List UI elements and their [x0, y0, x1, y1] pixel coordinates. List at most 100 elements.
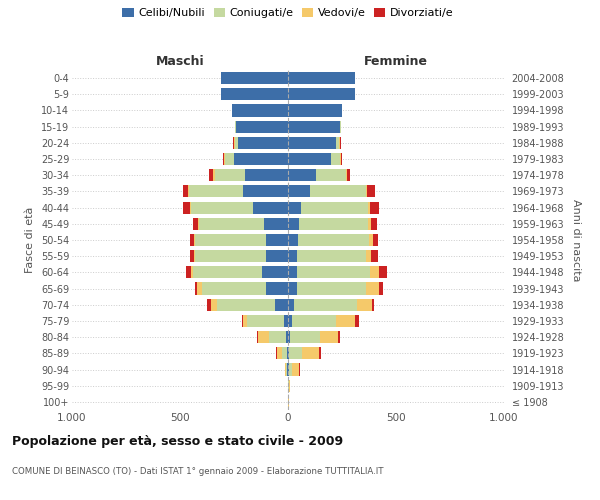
Bar — [234, 153, 288, 165]
Bar — [370, 266, 379, 278]
Bar — [301, 202, 368, 213]
Bar — [288, 120, 340, 132]
Bar — [310, 186, 366, 198]
Bar — [183, 202, 190, 213]
Bar — [242, 186, 288, 198]
Bar — [257, 331, 258, 343]
Bar — [245, 169, 288, 181]
Bar — [299, 218, 368, 230]
Bar — [217, 298, 275, 311]
Bar — [316, 169, 346, 181]
Bar — [193, 218, 199, 230]
Bar — [373, 234, 377, 246]
Bar — [299, 364, 300, 376]
Bar — [296, 250, 366, 262]
Bar — [253, 202, 288, 213]
Bar — [346, 169, 347, 181]
Bar — [372, 298, 374, 311]
Bar — [193, 266, 262, 278]
Bar — [236, 120, 288, 132]
Bar — [286, 364, 287, 376]
Bar — [285, 364, 286, 376]
Bar — [195, 250, 266, 262]
Bar — [214, 169, 215, 181]
Bar — [191, 202, 253, 213]
Bar — [288, 266, 296, 278]
Bar — [289, 348, 302, 360]
Bar — [235, 137, 238, 149]
Bar — [289, 380, 290, 392]
Bar — [357, 298, 372, 311]
Bar — [379, 266, 388, 278]
Bar — [288, 169, 316, 181]
Bar — [371, 218, 377, 230]
Bar — [288, 153, 331, 165]
Bar — [371, 250, 377, 262]
Bar — [188, 186, 242, 198]
Bar — [242, 315, 247, 327]
Bar — [207, 298, 211, 311]
Bar — [234, 137, 235, 149]
Bar — [288, 137, 335, 149]
Bar — [266, 234, 288, 246]
Bar — [194, 250, 195, 262]
Bar — [276, 348, 277, 360]
Bar — [287, 348, 288, 360]
Bar — [232, 104, 288, 117]
Text: Femmine: Femmine — [364, 54, 428, 68]
Bar — [335, 315, 355, 327]
Bar — [379, 282, 383, 294]
Bar — [195, 234, 266, 246]
Bar — [190, 202, 191, 213]
Bar — [319, 348, 322, 360]
Bar — [340, 153, 341, 165]
Bar — [286, 331, 288, 343]
Bar — [224, 153, 226, 165]
Bar — [288, 218, 299, 230]
Bar — [338, 331, 340, 343]
Bar — [341, 153, 342, 165]
Bar — [292, 364, 299, 376]
Bar — [340, 120, 341, 132]
Text: COMUNE DI BEINASCO (TO) - Dati ISTAT 1° gennaio 2009 - Elaborazione TUTTITALIA.I: COMUNE DI BEINASCO (TO) - Dati ISTAT 1° … — [12, 468, 383, 476]
Bar — [296, 266, 370, 278]
Bar — [195, 282, 197, 294]
Bar — [339, 137, 340, 149]
Bar — [202, 282, 266, 294]
Bar — [355, 315, 359, 327]
Bar — [302, 348, 319, 360]
Bar — [320, 331, 338, 343]
Bar — [226, 153, 234, 165]
Bar — [369, 234, 373, 246]
Bar — [287, 364, 288, 376]
Bar — [211, 298, 217, 311]
Bar — [331, 153, 340, 165]
Bar — [221, 88, 288, 101]
Bar — [187, 266, 191, 278]
Bar — [288, 186, 310, 198]
Bar — [183, 186, 188, 198]
Bar — [368, 218, 371, 230]
Bar — [288, 315, 292, 327]
Bar — [190, 234, 194, 246]
Bar — [288, 348, 289, 360]
Bar — [289, 364, 292, 376]
Bar — [281, 348, 287, 360]
Bar — [288, 250, 296, 262]
Bar — [264, 218, 288, 230]
Bar — [288, 364, 289, 376]
Bar — [275, 298, 288, 311]
Bar — [368, 202, 370, 213]
Bar — [284, 315, 288, 327]
Bar — [233, 137, 234, 149]
Y-axis label: Anni di nascita: Anni di nascita — [571, 198, 581, 281]
Bar — [190, 250, 194, 262]
Bar — [215, 169, 245, 181]
Text: Popolazione per età, sesso e stato civile - 2009: Popolazione per età, sesso e stato civil… — [12, 435, 343, 448]
Bar — [288, 331, 290, 343]
Bar — [209, 169, 214, 181]
Bar — [194, 234, 195, 246]
Bar — [292, 315, 335, 327]
Text: Maschi: Maschi — [155, 54, 205, 68]
Bar — [247, 315, 284, 327]
